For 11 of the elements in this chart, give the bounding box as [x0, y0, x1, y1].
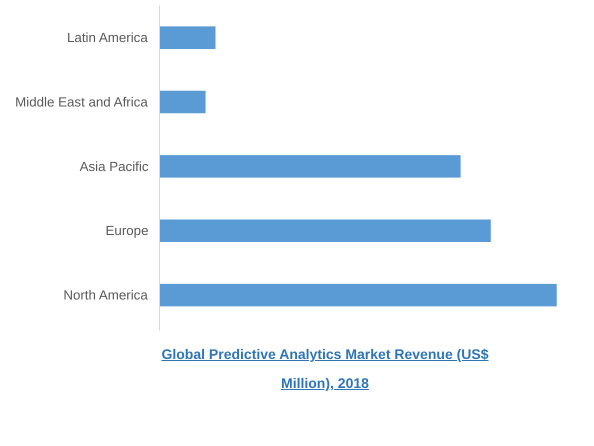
bar	[160, 90, 206, 114]
y-tick-label: Latin America	[67, 30, 148, 46]
y-tick-label: Europe	[106, 223, 149, 238]
y-tick-label: Middle East and Africa	[15, 94, 148, 110]
bar	[160, 219, 491, 242]
bar	[160, 155, 461, 178]
bar	[160, 26, 216, 49]
bar	[160, 284, 557, 306]
text: Global Predictive Analytics Market Revenue (US$ Million), 2018	[160, 345, 490, 393]
y-tick-label: North America	[63, 288, 148, 303]
y-tick-label: Asia Pacific	[80, 158, 149, 174]
